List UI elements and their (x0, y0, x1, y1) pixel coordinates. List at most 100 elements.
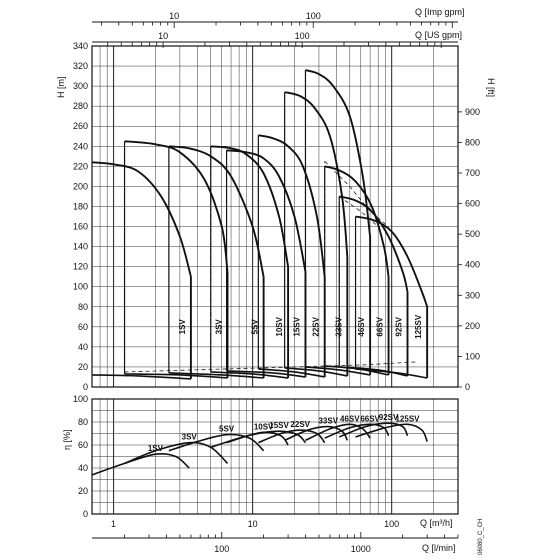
top-axis-label-imp: Q [Imp gpm] (415, 7, 465, 17)
top-axis-tick-label: 100 (295, 31, 310, 41)
y-tick-label-right: 400 (465, 260, 480, 270)
head-series-label-92sv: 92SV (394, 316, 403, 336)
dashed-boundary-line (324, 161, 389, 227)
top-axis-tick-label: 10 (158, 31, 168, 41)
y-tick-label-left: 260 (73, 121, 88, 131)
eta-curve-125sv (355, 423, 428, 442)
y-tick-label-right: 900 (465, 107, 480, 117)
y-tick-label-left: 100 (73, 282, 88, 292)
y-tick-label-left: 180 (73, 201, 88, 211)
y-tick-label-left: 320 (73, 61, 88, 71)
eta-curve-5sv (168, 433, 265, 452)
curve-layer (91, 69, 429, 476)
eta-series-label-10sv: 10SV (254, 422, 274, 431)
top-axis-tick-label: 10 (169, 11, 179, 21)
head-curve-22sv (258, 134, 326, 277)
head-series-label-22sv: 22SV (312, 316, 321, 336)
min-head-curve-3sv (124, 373, 228, 379)
y-tick-label-right: 600 (465, 199, 480, 209)
eta-series-label-33sv: 33SV (318, 417, 338, 426)
eta-series-label-92sv: 92SV (379, 413, 399, 422)
y-tick-label-left: 300 (73, 81, 88, 91)
eta-tick-label: 60 (78, 440, 88, 450)
head-series-label-5sv: 5SV (251, 319, 260, 335)
y-tick-label-right: 500 (465, 229, 480, 239)
min-head-curve-92sv (339, 366, 408, 377)
y-tick-label-left: 40 (78, 342, 88, 352)
y-axis-label-right: H [ft] (486, 78, 496, 97)
head-series-label-33sv: 33SV (334, 316, 343, 336)
head-series-label-15sv: 15SV (292, 316, 301, 336)
y-tick-label-left: 20 (78, 362, 88, 372)
eta-series-label-1sv: 1SV (148, 444, 164, 453)
frame-layer (91, 21, 462, 539)
y-tick-label-left: 60 (78, 322, 88, 332)
head-curve-15sv (226, 149, 307, 272)
y-tick-label-right: 300 (465, 290, 480, 300)
y-tick-label-left: 280 (73, 101, 88, 111)
bottom-axis-label-lmin: Q [l/min] (422, 543, 456, 553)
y-tick-label-right: 200 (465, 321, 480, 331)
head-curve-1sv (91, 161, 192, 277)
y-tick-label-left: 120 (73, 262, 88, 272)
y-axis-label-left: H [m] (56, 77, 66, 99)
x-tick-label-lmin: 100 (214, 544, 229, 554)
min-head-curve-46sv (305, 366, 371, 376)
y-tick-label-left: 140 (73, 242, 88, 252)
min-head-curve-1sv (91, 374, 191, 380)
head-series-label-66sv: 66SV (376, 316, 385, 336)
y-tick-label-left: 340 (73, 41, 88, 51)
y-tick-label-left: 200 (73, 181, 88, 191)
y-tick-label-right: 0 (465, 382, 470, 392)
eta-tick-label: 100 (73, 394, 88, 404)
dashed-boundary-line (124, 361, 417, 373)
head-series-label-1sv: 1SV (178, 319, 187, 335)
bottom-axis-label-m3h: Q [m³/h] (420, 518, 453, 528)
dashed-boundary-line (339, 196, 379, 227)
eta-tick-label: 80 (78, 417, 88, 427)
head-curve-66sv (324, 165, 390, 277)
head-curve-125sv (355, 215, 429, 308)
min-head-curve-33sv (284, 367, 348, 377)
eta-curve-66sv (324, 423, 390, 439)
eta-series-label-15sv: 15SV (269, 421, 289, 430)
eta-series-label-125sv: 125SV (395, 414, 420, 423)
eta-curve-15sv (226, 430, 307, 444)
eta-series-label-3sv: 3SV (182, 433, 198, 442)
top-axis-label-us: Q [US gpm] (415, 30, 462, 40)
eta-curve-1sv (91, 452, 190, 476)
min-head-curve-22sv (258, 368, 325, 378)
eta-curve-46sv (305, 423, 371, 442)
min-head-curve-5sv (168, 372, 264, 379)
y-tick-label-right: 100 (465, 351, 480, 361)
eta-curve-3sv (124, 441, 229, 465)
min-head-curve-15sv (226, 370, 306, 378)
head-curve-3sv (124, 140, 229, 272)
head-curve-5sv (168, 145, 265, 277)
y-tick-label-left: 80 (78, 302, 88, 312)
top-axis-tick-label: 100 (306, 11, 321, 21)
y-tick-label-left: 0 (83, 382, 88, 392)
figure-code: 06080_C_CH (478, 519, 484, 555)
eta-tick-label: 0 (83, 509, 88, 519)
head-curve-46sv (305, 69, 372, 237)
min-head-curve-10sv (210, 371, 289, 379)
y-tick-label-right: 700 (465, 168, 480, 178)
head-series-label-3sv: 3SV (215, 319, 224, 335)
eta-series-label-66sv: 66SV (360, 414, 380, 423)
x-tick-label-lmin: 1000 (351, 544, 371, 554)
eta-series-label-5sv: 5SV (219, 425, 235, 434)
head-plot-frame (91, 45, 459, 388)
eta-tick-label: 20 (78, 486, 88, 496)
head-series-label-125sv: 125SV (414, 314, 423, 339)
eta-axis-label: η [%] (62, 429, 72, 450)
x-tick-label-m3h: 100 (384, 519, 399, 529)
head-curve-33sv (284, 91, 349, 257)
eta-curve-33sv (284, 425, 349, 442)
head-series-label-46sv: 46SV (357, 316, 366, 336)
min-head-curve-125sv (355, 368, 428, 379)
head-series-label-10sv: 10SV (275, 316, 284, 336)
y-tick-label-left: 240 (73, 141, 88, 151)
